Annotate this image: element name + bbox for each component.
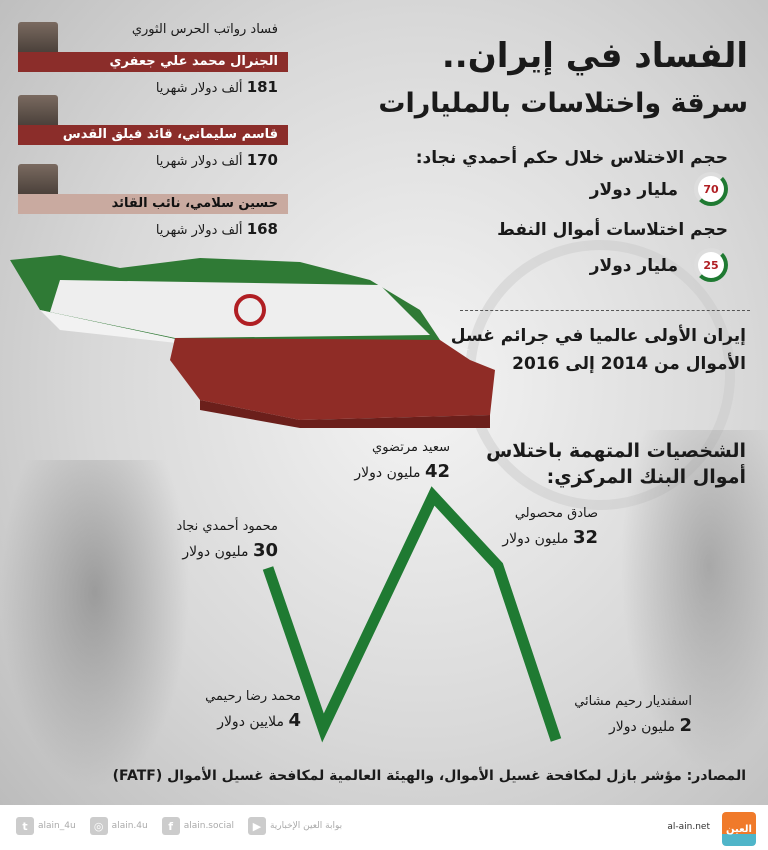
guard-amount: 168 ألف دولار شهريا <box>155 220 278 238</box>
twitter-icon: t <box>16 817 34 835</box>
social-twitter[interactable]: t alain_4u <box>16 817 76 835</box>
guard-card: قاسم سليماني، قائد فيلق القدس 170 ألف دو… <box>18 95 288 169</box>
bank-person: محمود أحمدي نجاد 30 مليون دولار <box>176 519 278 561</box>
footer: العين al-ain.net t alain_4u ◎ alain.4u f al… <box>0 805 768 850</box>
stat-unit-1: مليار دولار <box>589 180 678 200</box>
progress-ring-70: 70 <box>694 172 728 206</box>
bank-person: سعيد مرتضوي 42 مليون دولار <box>354 440 450 482</box>
guard-amount: 181 ألف دولار شهريا <box>155 78 278 96</box>
social-instagram[interactable]: ◎ alain.4u <box>89 817 148 835</box>
guard-name: حسين سلامي، نائب القائد <box>18 194 288 214</box>
background-portrait-right <box>620 430 768 770</box>
stat-unit-2: مليار دولار <box>589 256 678 276</box>
guard-card: الجنرال محمد علي جعفري 181 ألف دولار شهر… <box>18 22 288 96</box>
bank-person: محمد رضا رحيمي 4 ملايين دولار <box>205 689 301 731</box>
bank-heading-2: أموال البنك المركزي: <box>546 466 746 488</box>
bank-person: اسفنديار رحيم مشائي 2 مليون دولار <box>574 694 692 736</box>
youtube-icon: ▶ <box>247 817 266 835</box>
guard-name: قاسم سليماني، قائد فيلق القدس <box>18 125 288 145</box>
stat-heading-1: حجم الاختلاس خلال حكم أحمدي نجاد: <box>415 148 728 168</box>
fact-line-2: الأموال من 2014 إلى 2016 <box>512 354 746 374</box>
bank-person: صادق محصولي 32 مليون دولار <box>502 506 598 548</box>
social-youtube[interactable]: ▶ بوابة العين الإخبارية <box>247 817 342 835</box>
iran-flag-map <box>10 255 495 428</box>
guard-name: الجنرال محمد علي جعفري <box>18 52 288 72</box>
progress-ring-25: 25 <box>694 248 728 282</box>
divider <box>460 310 750 311</box>
site-link[interactable]: al-ain.net <box>667 822 710 832</box>
bank-heading-1: الشخصيات المتهمة باختلاس <box>486 440 746 462</box>
instagram-icon: ◎ <box>89 817 108 835</box>
stat-heading-2: حجم اختلاسات أموال النفط <box>497 220 728 240</box>
fact-line-1: إيران الأولى عالميا في جرائم غسل <box>450 326 746 346</box>
page-title: الفساد في إيران.. <box>441 36 748 76</box>
page-subtitle: سرقة واختلاسات بالمليارات <box>378 88 748 119</box>
logo[interactable]: العين <box>722 812 756 846</box>
sources: المصادر: مؤشر بازل لمكافحة غسيل الأموال،… <box>112 768 746 784</box>
background-portrait-left <box>0 460 190 790</box>
guard-card: حسين سلامي، نائب القائد 168 ألف دولار شه… <box>18 164 288 238</box>
facebook-icon: f <box>161 817 180 835</box>
social-facebook[interactable]: f alain.social <box>161 817 234 835</box>
guard-amount: 170 ألف دولار شهريا <box>155 151 278 169</box>
